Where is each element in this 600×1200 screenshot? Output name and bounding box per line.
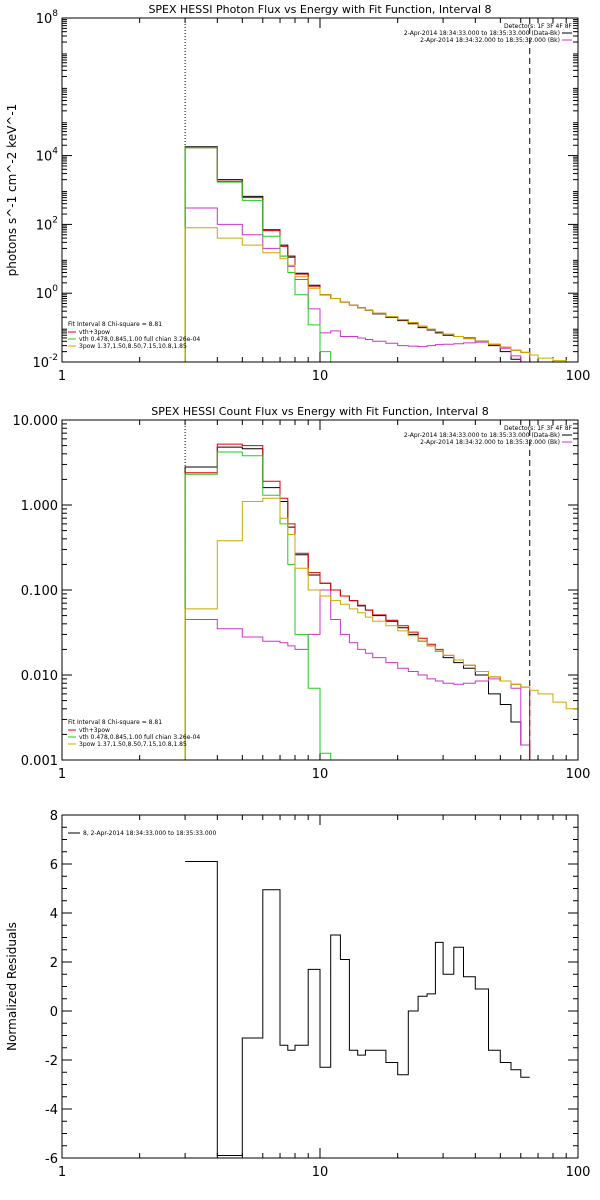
y-tick-label: -6 (45, 1152, 58, 1167)
series-line-2 (184, 589, 531, 760)
x-tick-label: 1 (58, 369, 66, 384)
x-tick-label: 10 (312, 767, 329, 782)
legend-entry: vth 0.478,0.845,1.00 full chian 3.26e-04 (79, 734, 200, 741)
y-tick-label: 100 (36, 284, 59, 302)
legend-fit-header: Fit Interval 8 Chi-square = 8.81 (68, 719, 162, 726)
y-tick-label: 0 (50, 1005, 58, 1020)
chart-panel-1: SPEX HESSI Photon Flux vs Energy with Fi… (5, 3, 590, 384)
y-tick-label: -2 (45, 1054, 58, 1069)
y-tick-exponent: 4 (52, 147, 58, 157)
x-tick-label: 100 (566, 767, 591, 782)
plot-frame (61, 419, 579, 761)
x-tick-label: 100 (566, 369, 591, 384)
legend-entry: 2-Apr-2014 18:34:32.000 to 18:35:32.000 … (420, 37, 560, 44)
y-tick-label: 0.001 (21, 754, 58, 769)
y-tick-label: -4 (45, 1103, 58, 1118)
legend-entry: 2-Apr-2014 18:34:33.000 to 18:35:33.000 … (404, 432, 560, 439)
legend-entry: vth+3pow (79, 727, 110, 734)
series-line-4 (184, 451, 332, 760)
series-line-4 (184, 147, 332, 362)
series-line-1 (185, 861, 530, 1156)
y-tick-exponent: 8 (52, 9, 58, 19)
legend-entry: 3pow 1.37,1.50,8.50,7.15,10.8,1.85 (79, 741, 187, 748)
y-axis-label: Normalized Residuals (5, 922, 19, 1051)
chart-title: SPEX HESSI Photon Flux vs Energy with Fi… (148, 3, 491, 16)
y-tick-label: 0.100 (21, 584, 58, 599)
plot-area (184, 146, 578, 362)
y-tick-label: 102 (36, 215, 58, 233)
plot-frame (61, 17, 579, 363)
x-tick-label: 10 (312, 1165, 329, 1180)
y-tick-base: 10 (36, 150, 53, 165)
legend-entry: 2-Apr-2014 18:34:32.000 to 18:35:32.000 … (420, 439, 560, 446)
y-tick-label: 108 (36, 9, 59, 27)
legend-entry: 3pow 1.37,1.50,8.50,7.15,10.8,1.85 (79, 343, 187, 350)
x-tick-label: 100 (566, 1165, 591, 1180)
plot-area (185, 861, 530, 1156)
series-line-2 (184, 207, 531, 362)
x-tick-label: 1 (58, 767, 66, 782)
legend-entry: vth 0.478,0.845,1.00 full chian 3.26e-04 (79, 336, 200, 343)
legend-fit-header: Fit Interval 8 Chi-square = 8.81 (68, 321, 162, 328)
y-tick-label: 6 (50, 858, 58, 873)
series-line-3 (184, 443, 531, 760)
legend-detectors: Detectors: 1F 3F 4F 8F (504, 23, 573, 30)
series-line-5 (184, 497, 578, 760)
x-tick-label: 10 (312, 369, 329, 384)
y-tick-base: 10 (32, 356, 49, 371)
series-line-1 (184, 146, 531, 362)
y-tick-label: 1.000 (21, 499, 58, 514)
y-tick-exponent: 0 (52, 284, 58, 294)
legend-entry: vth+3pow (79, 329, 110, 336)
series-line-5 (184, 227, 578, 362)
chart-title: SPEX HESSI Count Flux vs Energy with Fit… (151, 405, 488, 418)
y-tick-label: 4 (50, 907, 58, 922)
chart-panel-2: SPEX HESSI Count Flux vs Energy with Fit… (13, 405, 591, 782)
y-tick-exponent: -2 (49, 353, 58, 363)
series-line-1 (184, 446, 531, 760)
legend-entry: 2-Apr-2014 18:34:33.000 to 18:35:33.000 … (404, 30, 560, 37)
legend-entry: 8, 2-Apr-2014 18:34:33.000 to 18:35:33.0… (83, 830, 216, 837)
series-line-3 (184, 147, 531, 362)
chart-panel-3: Normalized Residuals 1 10 100 -6 -4 -2 0 2 4 6 8 8, … (5, 809, 590, 1180)
y-tick-label: 10.000 (13, 414, 59, 429)
y-tick-label: 8 (50, 809, 58, 824)
y-tick-label: 10-2 (32, 353, 58, 371)
legend-detectors: Detectors: 1F 3F 4F 8F (504, 425, 573, 432)
x-tick-label: 1 (58, 1165, 66, 1180)
y-tick-base: 10 (36, 287, 53, 302)
y-tick-label: 0.010 (21, 669, 58, 684)
plot-area (184, 443, 578, 760)
y-tick-exponent: 2 (52, 215, 58, 225)
y-tick-base: 10 (36, 218, 53, 233)
y-tick-label: 2 (50, 956, 58, 971)
plot-frame (61, 814, 579, 1159)
y-tick-base: 10 (36, 12, 53, 27)
y-axis-label: photons s^-1 cm^-2 keV^-1 (5, 104, 19, 277)
y-tick-label: 104 (36, 147, 59, 165)
